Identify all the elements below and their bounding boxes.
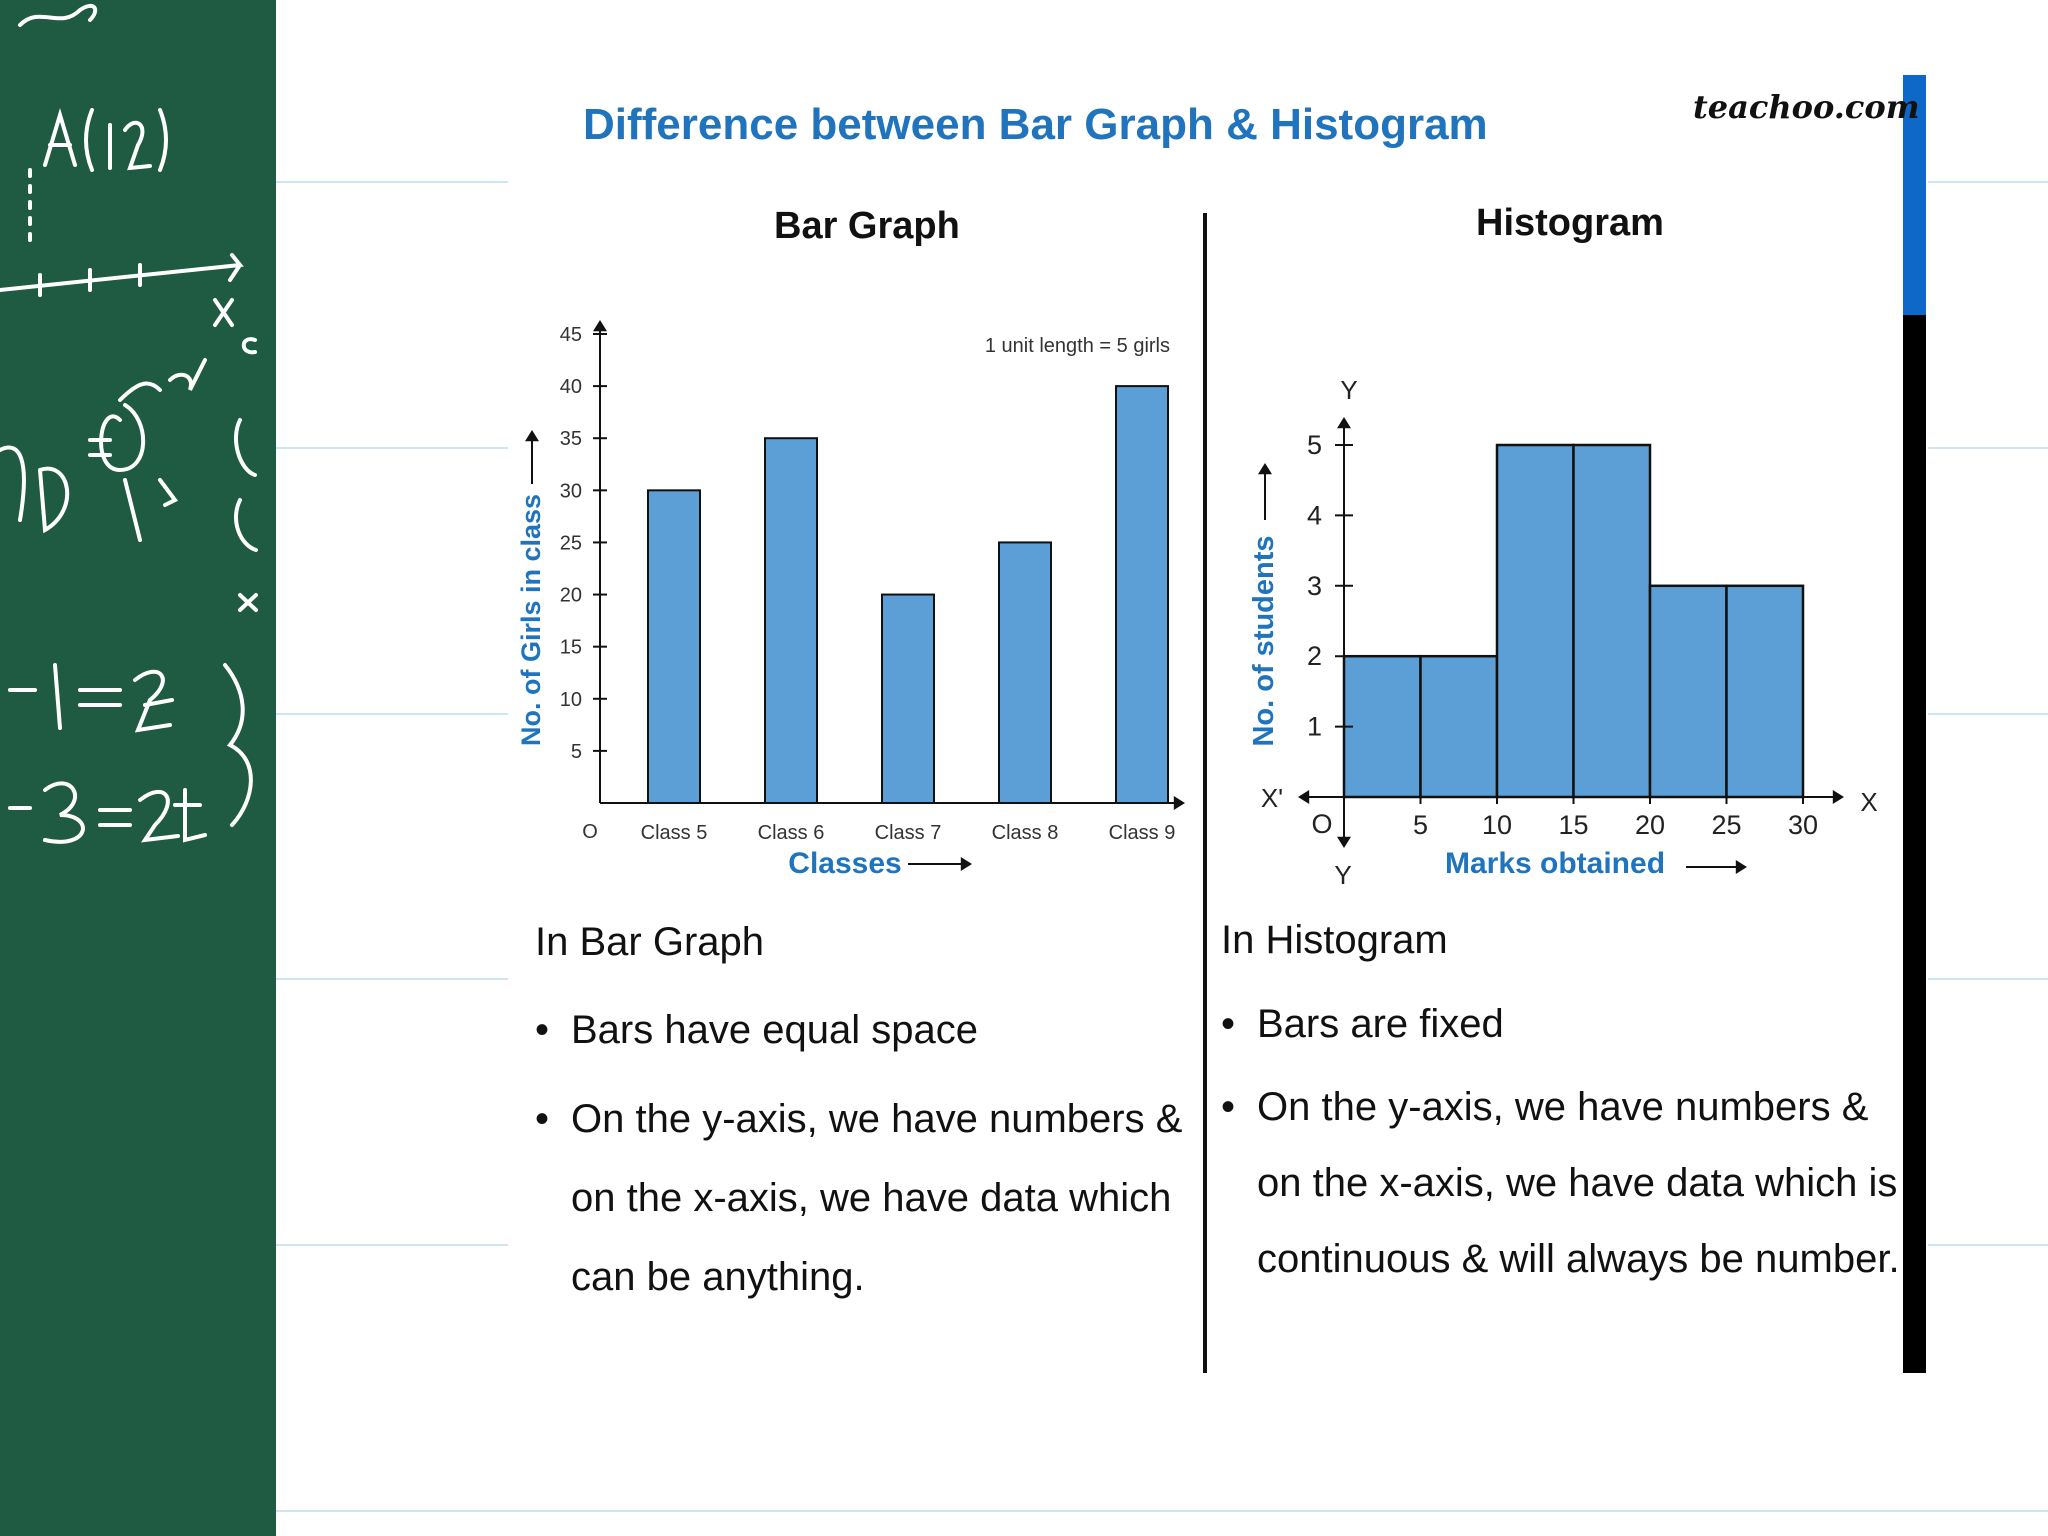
scrollbar-thumb[interactable] [1903, 75, 1926, 315]
x-tick-label: Class 9 [1109, 822, 1176, 844]
y-tick-label: 5 [1307, 430, 1322, 460]
y-tick-label: 30 [560, 480, 582, 502]
histogram-bar-15-20 [1572, 443, 1652, 799]
bar-class-9 [1115, 385, 1169, 804]
y-tick-label: 15 [560, 637, 582, 659]
histogram-heading: Histogram [1476, 202, 1664, 244]
y-axis-neg-arrow [1337, 836, 1351, 848]
y-tick-label: 35 [560, 428, 582, 450]
bar-class-8 [998, 541, 1052, 804]
histogram-bullet: On the y-axis, we have numbers & on the … [1221, 1069, 1901, 1297]
x-label-arrow [1735, 860, 1747, 874]
bar-graph-bullet: On the y-axis, we have numbers & on the … [535, 1080, 1205, 1317]
bar-class-6 [764, 437, 818, 804]
ruled-line [276, 1510, 2048, 1512]
scrollbar-track[interactable] [1903, 75, 1926, 1373]
y-tick-label: 10 [560, 689, 582, 711]
x-axis-arrow [1832, 790, 1844, 804]
bar-class-7 [881, 593, 935, 804]
histogram-bar-20-25 [1648, 584, 1728, 799]
x-tick-label: 5 [1413, 810, 1428, 840]
origin-label: O [582, 821, 598, 843]
y-axis-label: No. of students [1248, 535, 1280, 746]
y-tick-label: 40 [560, 376, 582, 398]
page-title: Difference between Bar Graph & Histogram [583, 100, 1488, 149]
x-tick-label: 30 [1788, 810, 1818, 840]
x-tick-label: Class 7 [875, 822, 942, 844]
origin-label: O [1311, 809, 1332, 839]
x-tick-label: Class 8 [992, 822, 1059, 844]
scale-annotation: 1 unit length = 5 girls [985, 335, 1170, 357]
x-neg-axis-letter: X' [1261, 783, 1283, 813]
chalkboard-background [0, 0, 276, 1536]
y-tick-label: 5 [571, 741, 582, 763]
chalk-handwriting [0, 3, 258, 844]
y-tick-label: 20 [560, 585, 582, 607]
brand-logo: teachoo.com [1693, 88, 1920, 126]
x-axis-label: Marks obtained [1445, 847, 1665, 880]
histogram-notes: In Histogram Bars are fixed On the y-axi… [1221, 918, 1901, 1307]
bar-class-5 [647, 489, 701, 804]
histogram-bar-10-15 [1495, 443, 1575, 799]
y-label-arrow [525, 430, 539, 442]
histogram-notes-heading: In Histogram [1221, 918, 1448, 962]
y-tick-label: 1 [1307, 712, 1322, 742]
x-tick-label: 10 [1482, 810, 1512, 840]
x-tick-label: Class 5 [641, 822, 708, 844]
histogram-bar-5-10 [1419, 654, 1499, 799]
y-tick-label: 25 [560, 532, 582, 554]
bar-graph-notes: In Bar Graph Bars have equal space On th… [535, 920, 1205, 1327]
y-tick-label: 3 [1307, 571, 1322, 601]
x-axis-letter: X [1860, 787, 1877, 817]
histogram-bar-25-30 [1725, 584, 1805, 799]
y-axis-arrow [1337, 417, 1351, 429]
x-axis-neg-arrow [1298, 790, 1310, 804]
x-tick-label: 25 [1711, 810, 1741, 840]
x-axis-label: Classes [788, 847, 901, 880]
y-tick-label: 45 [560, 324, 582, 346]
x-label-arrow [960, 857, 972, 871]
bar-graph-notes-heading: In Bar Graph [535, 920, 765, 964]
x-tick-label: Class 6 [758, 822, 825, 844]
y-axis-letter: Y [1340, 375, 1357, 405]
column-divider [1203, 213, 1207, 1373]
x-axis-arrow [1173, 796, 1185, 810]
x-tick-label: 15 [1558, 810, 1588, 840]
histogram-bullet: Bars are fixed [1221, 989, 1901, 1059]
y-axis-label: No. of Girls in class [516, 494, 546, 746]
y-label-arrow [1258, 463, 1272, 475]
x-tick-label: 20 [1635, 810, 1665, 840]
y-tick-label: 2 [1307, 641, 1322, 671]
y-tick-label: 4 [1307, 500, 1322, 530]
bar-graph-heading: Bar Graph [774, 205, 960, 247]
y-axis-arrow [593, 320, 607, 332]
histogram-bar-0-5 [1342, 654, 1422, 799]
bar-graph-bullet: Bars have equal space [535, 991, 1205, 1070]
y-neg-axis-letter: Y [1334, 860, 1351, 890]
